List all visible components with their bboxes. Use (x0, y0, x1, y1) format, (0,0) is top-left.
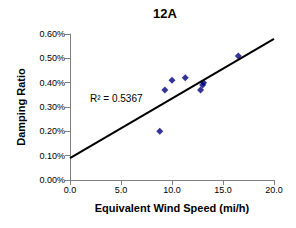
svg-text:Damping Ratio: Damping Ratio (15, 68, 27, 146)
svg-text:Equivalent Wind Speed (mi/h): Equivalent Wind Speed (mi/h) (95, 202, 250, 214)
svg-text:0.50%: 0.50% (39, 53, 65, 63)
svg-text:5.0: 5.0 (115, 185, 128, 195)
svg-text:0.40%: 0.40% (39, 78, 65, 88)
svg-text:15.0: 15.0 (214, 185, 232, 195)
svg-text:0.10%: 0.10% (39, 151, 65, 161)
svg-text:0.30%: 0.30% (39, 102, 65, 112)
svg-text:0.20%: 0.20% (39, 126, 65, 136)
svg-text:R² = 0.5367: R² = 0.5367 (90, 93, 143, 104)
svg-text:0.0: 0.0 (64, 185, 77, 195)
svg-text:10.0: 10.0 (163, 185, 181, 195)
svg-text:12A: 12A (153, 6, 177, 21)
svg-text:20.0: 20.0 (265, 185, 283, 195)
svg-text:0.00%: 0.00% (39, 175, 65, 185)
svg-text:0.60%: 0.60% (39, 29, 65, 39)
